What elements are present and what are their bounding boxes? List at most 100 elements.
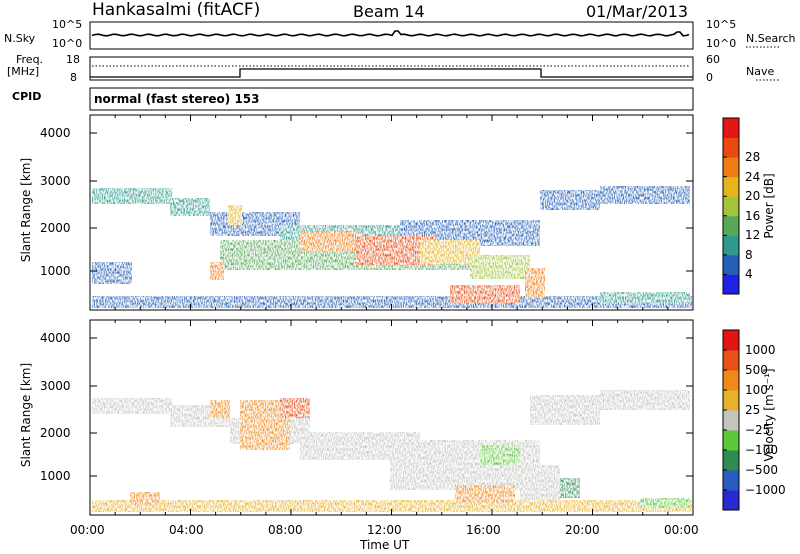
colorbar-swatch [723, 157, 739, 178]
colorbar-swatch [723, 330, 739, 351]
xtick-0800: 08:00 [268, 523, 303, 537]
velocity-echo-region [600, 390, 690, 410]
colorbar-tick-label: −100 [745, 443, 778, 457]
nsearch-tick-top: 10^5 [706, 18, 737, 31]
cpid-label: CPID [12, 90, 42, 103]
colorbar-swatch [723, 118, 739, 139]
freq-unit-label: [MHz] [7, 65, 40, 78]
nsearch-label: N.Search [746, 32, 796, 45]
freq-tick-top: 18 [66, 53, 80, 66]
velocity-echo-region [92, 500, 692, 512]
colorbar-tick-label: 12 [745, 228, 761, 243]
nsky-tick-top: 10^5 [52, 18, 83, 31]
colorbar-tick-label: −1000 [745, 483, 786, 497]
velocity-colorbar [722, 329, 740, 511]
power-ytick-4000: 4000 [40, 126, 71, 140]
colorbar-tick-label: 24 [745, 169, 761, 184]
freq-tick-bottom: 8 [70, 71, 77, 84]
colorbar-swatch [723, 450, 739, 471]
colorbar-swatch [723, 350, 739, 371]
velocity-ytick-1000: 1000 [40, 469, 71, 483]
velocity-echo-region [560, 478, 580, 498]
power-echo-region [210, 262, 224, 280]
velocity-ytick-2000: 2000 [40, 426, 71, 440]
colorbar-tick-label: 1000 [745, 343, 776, 357]
x-axis-label: Time UT [360, 538, 410, 552]
nsky-trace [91, 30, 690, 37]
power-echo-region [450, 285, 520, 303]
station-title: Hankasalmi (fitACF) [92, 0, 261, 20]
nsky-label: N.Sky [4, 32, 36, 45]
colorbar-tick-label: 28 [745, 150, 761, 165]
colorbar-tick-label: 8 [745, 247, 753, 262]
colorbar-tick-label: 25 [745, 403, 761, 417]
colorbar-swatch [723, 235, 739, 256]
colorbar-swatch [723, 274, 739, 295]
velocity-echo-region [530, 395, 600, 425]
colorbar-tick-label: 4 [745, 267, 753, 282]
colorbar-swatch [723, 137, 739, 158]
velocity-echo-region [455, 485, 515, 503]
power-ytick-1000: 1000 [40, 264, 71, 278]
power-echo-region [300, 232, 360, 252]
xtick-2000: 20:00 [565, 523, 600, 537]
power-echo-region [470, 255, 530, 279]
power-ytick-3000: 3000 [40, 174, 71, 188]
colorbar-tick-label: 16 [745, 208, 761, 223]
colorbar-tick-label: −500 [745, 463, 778, 477]
velocity-echo-region [92, 398, 172, 414]
power-echo-region [170, 198, 210, 216]
colorbar-tick-label: −25 [745, 423, 771, 437]
cpid-text: normal (fast stereo) 153 [94, 92, 260, 106]
colorbar-tick-label: 100 [745, 383, 768, 397]
velocity-ytick-4000: 4000 [40, 331, 71, 345]
beam-title: Beam 14 [353, 2, 425, 21]
power-ytick-2000: 2000 [40, 221, 71, 235]
xtick-2400: 00:00 [664, 523, 699, 537]
date-title: 01/Mar/2013 [586, 2, 689, 21]
power-echo-region [92, 262, 132, 284]
freq-panel-frame [89, 56, 694, 81]
velocity-echo-region [480, 445, 520, 465]
nave-tick-top: 60 [706, 53, 720, 66]
freq-trace [90, 68, 693, 78]
power-echo-region [92, 296, 692, 308]
velocity-panel [89, 319, 694, 516]
nsearch-tick-bottom: 10^0 [706, 37, 737, 50]
xtick-1600: 16:00 [466, 523, 501, 537]
colorbar-swatch [723, 215, 739, 236]
nave-tick-bottom: 0 [706, 71, 713, 84]
velocity-echo-region [280, 398, 310, 418]
power-echo-region [228, 205, 242, 225]
nsky-panel-frame [89, 21, 694, 50]
colorbar-swatch [723, 410, 739, 431]
velocity-echo-region [640, 498, 690, 508]
power-echo-region [600, 292, 690, 304]
xtick-1200: 12:00 [367, 523, 402, 537]
freq-label: Freq. [16, 53, 44, 66]
power-echo-region [525, 268, 545, 298]
colorbar-tick-label: 500 [745, 363, 768, 377]
power-echo-region [600, 186, 690, 204]
xtick-0000: 00:00 [70, 523, 105, 537]
xtick-0400: 04:00 [169, 523, 204, 537]
velocity-echo-region [210, 400, 230, 418]
colorbar-swatch [723, 470, 739, 491]
colorbar-swatch [723, 196, 739, 217]
cpid-panel-frame [89, 87, 694, 111]
velocity-echo-region [130, 492, 160, 506]
colorbar-swatch [723, 430, 739, 451]
power-echo-region [540, 190, 600, 210]
velocity-echo-region [520, 465, 560, 505]
power-echo-region [92, 188, 172, 204]
colorbar-swatch [723, 254, 739, 275]
colorbar-swatch [723, 176, 739, 197]
power-colorbar [722, 117, 740, 295]
colorbar-swatch [723, 490, 739, 511]
colorbar-swatch [723, 390, 739, 411]
colorbar-swatch [723, 370, 739, 391]
power-panel [89, 114, 694, 311]
nave-label: Nave [746, 65, 775, 78]
